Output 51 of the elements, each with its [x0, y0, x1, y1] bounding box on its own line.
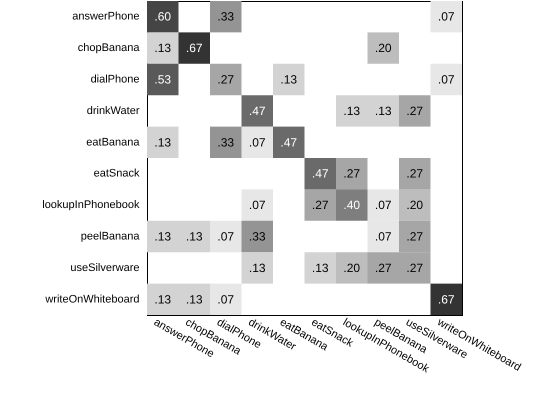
data-label: .47 [248, 104, 266, 118]
data-label: .13 [280, 72, 298, 86]
data-label: .13 [154, 41, 172, 56]
data-label: .13 [186, 292, 203, 306]
data-label: .47 [312, 166, 329, 181]
data-label: .67 [186, 41, 203, 56]
data-label: .27 [343, 166, 360, 181]
data-label: .13 [154, 135, 172, 150]
y-tick-label: writeOnWhiteboard [44, 293, 140, 306]
data-label: .13 [343, 104, 360, 118]
data-label: .33 [217, 135, 234, 150]
data-label: .13 [154, 292, 172, 306]
y-tick-label: chopBanana [78, 42, 140, 54]
data-label: .07 [217, 230, 234, 244]
data-label: .07 [248, 135, 266, 150]
data-label: .67 [438, 292, 455, 306]
data-label: .07 [248, 198, 266, 212]
data-label: .13 [312, 260, 329, 275]
data-label: .47 [280, 135, 298, 150]
y-tick-label: drinkWater [86, 104, 140, 117]
data-label: .13 [374, 104, 392, 118]
y-tick-label: eatSnack [94, 168, 140, 180]
y-tick-label: eatBanana [86, 136, 140, 148]
data-label: .40 [343, 198, 360, 212]
data-label: .33 [248, 230, 266, 244]
data-label: .20 [406, 198, 424, 212]
data-label: .20 [374, 41, 392, 56]
data-label: .27 [406, 260, 424, 275]
data-label: .27 [406, 104, 424, 118]
data-label: .27 [312, 198, 329, 212]
data-label: .07 [217, 292, 234, 306]
y-tick-label: dialPhone [90, 74, 140, 86]
y-tick-label: useSilverware [70, 262, 140, 274]
data-label: .33 [217, 10, 234, 24]
y-tick-label: lookupInPhonebook [42, 199, 140, 212]
data-label: .07 [374, 198, 392, 212]
data-label: .60 [154, 10, 172, 24]
data-label: .13 [248, 260, 266, 275]
data-label: .53 [154, 72, 172, 86]
data-label: .07 [374, 230, 392, 244]
data-label: .27 [406, 166, 424, 181]
data-label: .27 [406, 230, 424, 244]
data-label: .13 [154, 230, 172, 244]
y-tick-label: answerPhone [72, 10, 140, 23]
data-label: .27 [217, 72, 234, 86]
data-label: .27 [374, 260, 392, 275]
data-label: .13 [186, 230, 203, 244]
data-label: .07 [438, 72, 455, 86]
y-tick-label: peelBanana [80, 230, 140, 242]
data-label: .20 [343, 260, 360, 275]
data-label: .07 [438, 10, 455, 24]
